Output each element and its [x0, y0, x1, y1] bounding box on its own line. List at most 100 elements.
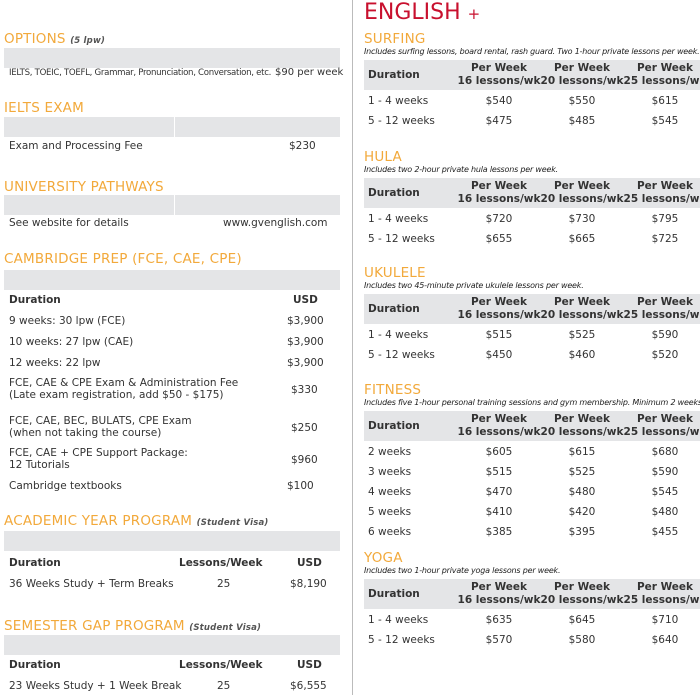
- row-price: $475: [485, 115, 513, 127]
- academic-band: [4, 531, 340, 551]
- program-heading-hula: HULA: [364, 149, 402, 165]
- col-per-week: Per Week: [553, 180, 611, 192]
- row-price: $680: [651, 446, 679, 458]
- col-c20: 20 lessons/wk: [540, 75, 624, 87]
- cambridge-row-label: FCE, CAE, BEC, BULATS, CPE Exam: [9, 415, 192, 427]
- row-price: $395: [568, 526, 596, 538]
- row-price: $635: [485, 614, 513, 626]
- cambridge-row-price: $100: [287, 480, 314, 492]
- row-price: $795: [651, 213, 679, 225]
- row-price: $730: [568, 213, 596, 225]
- col-c25: 25 lessons/wk: [623, 193, 700, 205]
- col-duration: Duration: [368, 588, 420, 600]
- academic-heading: ACADEMIC YEAR PROGRAM (Student Visa): [4, 513, 269, 529]
- col-per-week: Per Week: [553, 581, 611, 593]
- row-price: $655: [485, 233, 513, 245]
- program-desc: Includes two 45-minute private ukulele l…: [364, 281, 584, 290]
- semester-heading: SEMESTER GAP PROGRAM (Student Visa): [4, 618, 262, 634]
- options-price: $90 per week: [275, 67, 344, 78]
- semester-col-lessons: Lessons/Week: [179, 659, 263, 671]
- row-duration: 1 - 4 weeks: [368, 213, 429, 225]
- row-duration: 5 - 12 weeks: [368, 634, 435, 646]
- pathways-label: See website for details: [9, 217, 129, 229]
- ielts-price: $230: [289, 140, 316, 152]
- program-desc: Includes two 2-hour private hula lessons…: [364, 165, 558, 174]
- program-header-band: [364, 60, 700, 90]
- col-per-week: Per Week: [636, 180, 694, 192]
- col-c20: 20 lessons/wk: [540, 193, 624, 205]
- col-per-week: Per Week: [636, 62, 694, 74]
- cambridge-row-label: 12 weeks: 22 lpw: [9, 357, 101, 369]
- cambridge-row-price: $960: [291, 454, 318, 466]
- semester-row-label: 23 Weeks Study + 1 Week Break: [9, 680, 182, 692]
- row-price: $455: [651, 526, 679, 538]
- pathways-link[interactable]: www.gvenglish.com: [223, 217, 328, 229]
- row-price: $725: [651, 233, 679, 245]
- academic-col-duration: Duration: [9, 557, 61, 569]
- program-header-band: [364, 294, 700, 324]
- semester-col-duration: Duration: [9, 659, 61, 671]
- cambridge-heading: CAMBRIDGE PREP (FCE, CAE, CPE): [4, 251, 242, 267]
- cambridge-row-note: (when not taking the course): [9, 427, 162, 439]
- semester-band: [4, 635, 340, 655]
- row-price: $410: [485, 506, 513, 518]
- program-header-band: [364, 178, 700, 208]
- row-price: $515: [485, 466, 513, 478]
- col-per-week: Per Week: [636, 296, 694, 308]
- row-price: $710: [651, 614, 679, 626]
- academic-row-price: $8,190: [290, 578, 327, 590]
- cambridge-row-note: 12 Tutorials: [9, 459, 70, 471]
- row-price: $480: [568, 486, 596, 498]
- row-price: $545: [651, 486, 679, 498]
- row-duration: 2 weeks: [368, 446, 412, 458]
- col-c16: 16 lessons/wk: [457, 594, 541, 606]
- row-duration: 4 weeks: [368, 486, 412, 498]
- row-duration: 5 weeks: [368, 506, 412, 518]
- ielts-heading: IELTS EXAM: [4, 100, 84, 116]
- cambridge-row-label: Cambridge textbooks: [9, 480, 122, 492]
- page-title: ENGLISH +: [364, 0, 481, 25]
- col-duration: Duration: [368, 69, 420, 81]
- col-c16: 16 lessons/wk: [457, 75, 541, 87]
- cambridge-band: [4, 270, 340, 290]
- col-per-week: Per Week: [636, 581, 694, 593]
- col-c25: 25 lessons/wk: [623, 426, 700, 438]
- row-price: $450: [485, 349, 513, 361]
- row-price: $485: [568, 115, 596, 127]
- cambridge-col-usd: USD: [293, 294, 318, 306]
- row-price: $460: [568, 349, 596, 361]
- col-per-week: Per Week: [553, 413, 611, 425]
- col-c20: 20 lessons/wk: [540, 426, 624, 438]
- cambridge-row-price: $3,900: [287, 315, 324, 327]
- row-duration: 5 - 12 weeks: [368, 115, 435, 127]
- program-desc: Includes two 1-hour private yoga lessons…: [364, 566, 561, 575]
- col-c20: 20 lessons/wk: [540, 309, 624, 321]
- semester-row-price: $6,555: [290, 680, 327, 692]
- pathways-band: [175, 195, 340, 215]
- row-price: $515: [485, 329, 513, 341]
- options-heading: OPTIONS (5 lpw): [4, 31, 106, 47]
- row-price: $720: [485, 213, 513, 225]
- col-per-week: Per Week: [553, 62, 611, 74]
- row-price: $615: [651, 95, 679, 107]
- cambridge-row-price: $330: [291, 384, 318, 396]
- row-price: $590: [651, 329, 679, 341]
- cambridge-row-label: FCE, CAE + CPE Support Package:: [9, 447, 188, 459]
- ielts-band: [4, 117, 174, 137]
- col-duration: Duration: [368, 420, 420, 432]
- row-price: $615: [568, 446, 596, 458]
- col-c20: 20 lessons/wk: [540, 594, 624, 606]
- row-duration: 5 - 12 weeks: [368, 349, 435, 361]
- row-price: $480: [651, 506, 679, 518]
- pathways-band: [4, 195, 174, 215]
- col-per-week: Per Week: [636, 413, 694, 425]
- row-duration: 5 - 12 weeks: [368, 233, 435, 245]
- cambridge-col-duration: Duration: [9, 294, 61, 306]
- col-c16: 16 lessons/wk: [457, 426, 541, 438]
- cambridge-row-price: $3,900: [287, 357, 324, 369]
- row-duration: 1 - 4 weeks: [368, 614, 429, 626]
- col-per-week: Per Week: [470, 581, 528, 593]
- options-desc: IELTS, TOEIC, TOEFL, Grammar, Pronunciat…: [9, 68, 272, 78]
- program-heading-ukulele: UKULELE: [364, 265, 426, 281]
- col-c25: 25 lessons/wk: [623, 75, 700, 87]
